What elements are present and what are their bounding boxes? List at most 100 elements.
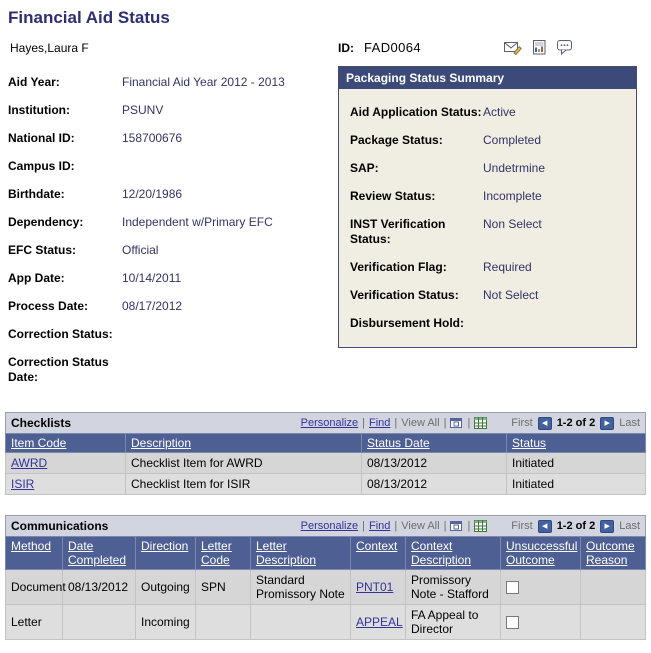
personalize-link[interactable]: Personalize bbox=[300, 417, 359, 429]
field-value: Financial Aid Year 2012 - 2013 bbox=[122, 75, 285, 89]
comment-icon[interactable] bbox=[557, 40, 573, 55]
col-header-letter-code[interactable]: Letter Code bbox=[195, 536, 251, 570]
separator: | bbox=[362, 417, 365, 429]
cell-description: Checklist Item for AWRD bbox=[125, 452, 362, 474]
context-link[interactable]: APPEAL bbox=[356, 615, 403, 629]
col-header-status[interactable]: Status bbox=[506, 433, 646, 453]
col-header-context-description[interactable]: Context Description bbox=[405, 536, 501, 570]
grid-pagination: First ◀ 1-2 of 2 ▶ Last bbox=[511, 416, 640, 430]
report-icon[interactable] bbox=[533, 40, 546, 55]
col-header-direction[interactable]: Direction bbox=[135, 536, 196, 570]
unsuccessful-outcome-checkbox[interactable] bbox=[506, 581, 519, 595]
student-info-column: Hayes,Laura F Aid Year: Financial Aid Ye… bbox=[8, 28, 338, 398]
student-fields: Aid Year: Financial Aid Year 2012 - 2013… bbox=[8, 75, 338, 385]
field-row-institution: Institution: PSUNV bbox=[8, 103, 338, 118]
page-title: Financial Aid Status bbox=[8, 8, 170, 27]
student-name: Hayes,Laura F bbox=[10, 41, 89, 55]
unsuccessful-outcome-checkbox[interactable] bbox=[506, 616, 519, 630]
field-value: Independent w/Primary EFC bbox=[122, 215, 273, 229]
summary-label: Verification Flag: bbox=[350, 260, 447, 274]
summary-label: INST Verification Status: bbox=[350, 217, 446, 246]
grid-bar-controls: Personalize | Find | View All | | bbox=[301, 417, 488, 429]
communications-table: Method Date Completed Direction Letter C… bbox=[5, 536, 646, 640]
field-value: PSUNV bbox=[122, 103, 164, 117]
previous-page-button[interactable]: ◀ bbox=[537, 416, 552, 430]
previous-page-button[interactable]: ◀ bbox=[537, 519, 552, 533]
field-row-correction-status: Correction Status: bbox=[8, 327, 338, 342]
field-row-correction-status-date: Correction Status Date: bbox=[8, 355, 338, 385]
field-row-campus-id: Campus ID: bbox=[8, 159, 338, 174]
top-section: Hayes,Laura F Aid Year: Financial Aid Ye… bbox=[0, 28, 651, 398]
summary-value: Active bbox=[483, 105, 516, 119]
separator: | bbox=[394, 520, 398, 532]
context-link[interactable]: PNT01 bbox=[356, 580, 394, 594]
field-row-process-date: Process Date: 08/17/2012 bbox=[8, 299, 338, 314]
col-header-date-completed[interactable]: Date Completed bbox=[62, 536, 136, 570]
field-row-dependency: Dependency: Independent w/Primary EFC bbox=[8, 215, 338, 230]
separator: | bbox=[467, 520, 471, 532]
cell-item-code: ISIR bbox=[5, 473, 126, 495]
field-value: Official bbox=[122, 243, 159, 257]
cell-status: Initiated bbox=[506, 473, 646, 495]
col-header-status-date[interactable]: Status Date bbox=[361, 433, 507, 453]
row-range: 1-2 of 2 bbox=[556, 520, 596, 532]
col-header-description[interactable]: Description bbox=[125, 433, 362, 453]
cell-status-date: 08/13/2012 bbox=[361, 473, 507, 495]
summary-label: Disbursement Hold: bbox=[350, 316, 465, 330]
field-row-birthdate: Birthdate: 12/20/1986 bbox=[8, 187, 338, 202]
cell-letter-description bbox=[250, 604, 351, 640]
notify-icon[interactable] bbox=[504, 40, 522, 55]
first-link: First bbox=[511, 520, 533, 532]
right-column: ID: FAD0064 bbox=[338, 28, 643, 348]
download-grid-icon[interactable] bbox=[474, 417, 488, 429]
cell-context-description: Promissory Note - Stafford bbox=[405, 569, 501, 605]
zoom-grid-icon[interactable] bbox=[450, 417, 463, 429]
summary-row-verification-status: Verification Status: Not Select bbox=[350, 288, 628, 303]
cell-letter-description: Standard Promissory Note bbox=[250, 569, 351, 605]
field-label: App Date: bbox=[8, 271, 65, 285]
summary-label: SAP: bbox=[350, 161, 379, 175]
cell-direction: Incoming bbox=[135, 604, 196, 640]
field-label: Dependency: bbox=[8, 215, 84, 229]
grid-bar-controls: Personalize | Find | View All | | bbox=[301, 520, 488, 532]
separator: | bbox=[443, 520, 447, 532]
communications-grid-bar: Communications Personalize | Find | View… bbox=[5, 515, 646, 536]
checklists-table: Item Code Description Status Date Status… bbox=[5, 433, 646, 495]
next-page-button[interactable]: ▶ bbox=[600, 519, 615, 533]
table-row: AWRD Checklist Item for AWRD 08/13/2012 … bbox=[5, 452, 646, 474]
cell-item-code: AWRD bbox=[5, 452, 126, 474]
summary-row-disbursement-hold: Disbursement Hold: bbox=[350, 316, 628, 331]
find-link[interactable]: Find bbox=[368, 520, 391, 532]
view-all-link: View All bbox=[401, 417, 440, 429]
col-header-method[interactable]: Method bbox=[5, 536, 63, 570]
item-code-link[interactable]: ISIR bbox=[11, 477, 35, 491]
col-header-unsuccessful-outcome[interactable]: Unsuccessful Outcome bbox=[500, 536, 581, 570]
zoom-grid-icon[interactable] bbox=[450, 520, 463, 532]
col-header-letter-description[interactable]: Letter Description bbox=[250, 536, 351, 570]
personalize-link[interactable]: Personalize bbox=[300, 520, 359, 532]
field-label: Process Date: bbox=[8, 299, 89, 313]
col-header-context[interactable]: Context bbox=[350, 536, 406, 570]
summary-label: Verification Status: bbox=[350, 288, 459, 302]
last-link: Last bbox=[619, 520, 640, 532]
col-header-outcome-reason[interactable]: Outcome Reason bbox=[580, 536, 646, 570]
packaging-summary-body: Aid Application Status: Active Package S… bbox=[339, 89, 636, 347]
summary-value: Completed bbox=[483, 133, 542, 147]
item-code-link[interactable]: AWRD bbox=[11, 456, 48, 470]
field-row-aid-year: Aid Year: Financial Aid Year 2012 - 2013 bbox=[8, 75, 338, 90]
summary-value: Required bbox=[483, 260, 532, 274]
cell-outcome-reason bbox=[580, 604, 646, 640]
id-row: ID: FAD0064 bbox=[338, 40, 643, 55]
find-link[interactable]: Find bbox=[368, 417, 391, 429]
header-icons bbox=[504, 40, 643, 55]
next-page-button[interactable]: ▶ bbox=[600, 416, 615, 430]
col-header-item-code[interactable]: Item Code bbox=[5, 433, 126, 453]
separator: | bbox=[362, 520, 365, 532]
cell-outcome-reason bbox=[580, 569, 646, 605]
field-row-national-id: National ID: 158700676 bbox=[8, 131, 338, 146]
download-grid-icon[interactable] bbox=[474, 520, 488, 532]
summary-value: Incomplete bbox=[483, 189, 542, 203]
field-value: 12/20/1986 bbox=[122, 187, 183, 201]
summary-value: Not Select bbox=[483, 288, 539, 302]
